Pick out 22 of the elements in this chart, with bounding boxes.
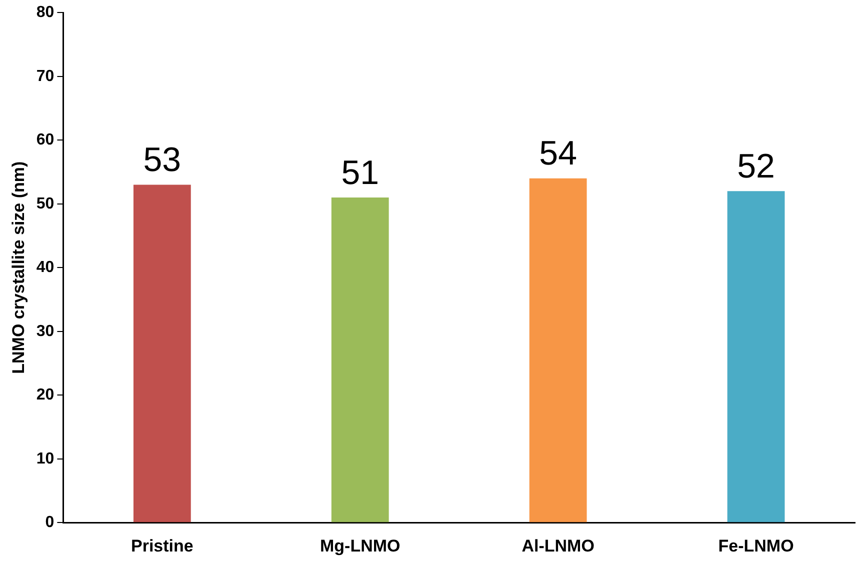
y-tick-label: 10 [36, 450, 54, 468]
y-tick-label: 40 [36, 259, 54, 276]
y-tick-label: 80 [36, 4, 54, 22]
data-label: 53 [143, 141, 182, 180]
y-axis-title: LNMO crystallite size (nm) [8, 161, 28, 374]
x-tick-label: Al-LNMO [522, 536, 594, 556]
y-tick-label: 60 [36, 132, 54, 149]
bar [529, 178, 587, 522]
data-label: 54 [539, 134, 577, 173]
x-tick-label: Pristine [130, 536, 194, 556]
y-tick-label: 50 [36, 195, 54, 212]
bar [331, 197, 389, 522]
bar [727, 191, 785, 522]
data-label: 51 [341, 154, 380, 192]
y-tick-label: 20 [36, 386, 54, 404]
x-tick-label: Fe-LNMO [718, 536, 794, 556]
y-tick-label: 30 [36, 322, 54, 340]
y-tick-label: 0 [45, 514, 54, 532]
y-tick-label: 70 [36, 68, 54, 85]
data-label: 52 [737, 147, 775, 186]
bar [133, 184, 191, 522]
x-tick-label: Mg-LNMO [320, 536, 400, 556]
